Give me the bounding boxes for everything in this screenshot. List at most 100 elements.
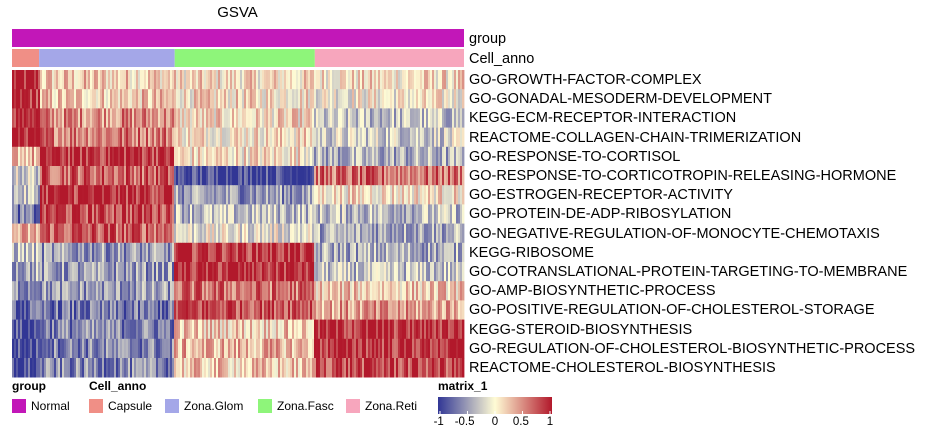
heatmap-cell xyxy=(340,127,343,148)
heatmap-cell xyxy=(166,319,169,340)
heatmap-cell xyxy=(42,146,45,167)
heatmap-cell xyxy=(354,319,357,340)
heatmap-cell xyxy=(122,223,125,244)
heatmap-cell xyxy=(86,281,89,301)
heatmap-cell xyxy=(36,300,39,320)
heatmap-cell xyxy=(424,281,427,301)
heatmap-cell xyxy=(370,242,373,263)
heatmap-cell xyxy=(204,108,207,128)
heatmap-cell xyxy=(132,166,135,186)
heatmap-cell xyxy=(436,262,439,282)
heatmap-cell xyxy=(404,223,407,244)
heatmap-cell xyxy=(366,358,369,378)
heatmap-cell xyxy=(450,338,453,359)
heatmap-cell xyxy=(250,338,253,359)
heatmap-cell xyxy=(434,242,437,263)
heatmap-cell xyxy=(186,146,189,167)
heatmap-cell xyxy=(376,89,379,109)
heatmap-cell xyxy=(186,108,189,128)
heatmap-cell xyxy=(352,262,355,282)
heatmap-cell xyxy=(132,319,135,340)
heatmap-cell xyxy=(160,166,163,186)
heatmap-cell xyxy=(452,108,455,128)
heatmap-cell xyxy=(234,319,237,340)
heatmap-cell xyxy=(302,262,305,282)
heatmap-cell xyxy=(286,281,289,301)
heatmap-cell xyxy=(98,300,101,320)
heatmap-cell xyxy=(380,108,383,128)
heatmap-cell xyxy=(242,204,245,224)
heatmap-cell xyxy=(438,185,441,205)
heatmap-cell xyxy=(386,70,389,90)
heatmap-cell xyxy=(46,223,49,244)
heatmap-cell xyxy=(124,127,127,148)
heatmap-cell xyxy=(56,338,59,359)
heatmap-cell xyxy=(254,262,257,282)
heatmap-cell xyxy=(232,319,235,340)
heatmap-cell xyxy=(154,185,157,205)
heatmap-cell xyxy=(210,146,213,167)
heatmap-cell xyxy=(428,204,431,224)
heatmap-cell xyxy=(368,242,371,263)
heatmap-cell xyxy=(172,204,175,224)
heatmap-cell xyxy=(88,242,91,263)
heatmap-cell xyxy=(428,89,431,109)
heatmap-cell xyxy=(16,108,19,128)
heatmap-cell xyxy=(146,146,149,167)
heatmap-cell xyxy=(238,204,241,224)
heatmap-cell xyxy=(214,89,217,109)
heatmap-cell xyxy=(420,242,423,263)
heatmap-cell xyxy=(168,108,171,128)
heatmap-cell xyxy=(16,204,19,224)
heatmap-cell xyxy=(428,262,431,282)
heatmap-cell xyxy=(364,358,367,378)
heatmap-cell xyxy=(92,262,95,282)
heatmap-cell xyxy=(276,127,279,148)
heatmap-cell xyxy=(378,338,381,359)
heatmap-cell xyxy=(362,204,365,224)
heatmap-cell xyxy=(320,262,323,282)
heatmap-cell xyxy=(18,338,21,359)
heatmap-cell xyxy=(220,166,223,186)
heatmap-cell xyxy=(76,185,79,205)
heatmap-cell xyxy=(12,262,15,282)
heatmap-cell xyxy=(56,70,59,90)
heatmap-cell xyxy=(208,89,211,109)
heatmap-cell xyxy=(140,146,143,167)
heatmap-cell xyxy=(14,319,17,340)
heatmap-cell xyxy=(32,262,35,282)
heatmap-cell xyxy=(422,204,425,224)
heatmap-cell xyxy=(390,223,393,244)
heatmap-cell xyxy=(280,127,283,148)
heatmap-cell xyxy=(120,146,123,167)
heatmap-cell xyxy=(126,185,129,205)
heatmap-cell xyxy=(252,281,255,301)
heatmap-cell xyxy=(150,319,153,340)
heatmap-cell xyxy=(98,127,101,148)
heatmap-cell xyxy=(282,204,285,224)
heatmap-cell xyxy=(326,223,329,244)
heatmap-cell xyxy=(398,127,401,148)
heatmap-cell xyxy=(450,281,453,301)
heatmap-cell xyxy=(100,223,103,244)
heatmap-cell xyxy=(230,223,233,244)
heatmap-cell xyxy=(364,185,367,205)
heatmap-cell xyxy=(262,338,265,359)
heatmap-cell xyxy=(424,300,427,320)
heatmap-cell xyxy=(214,204,217,224)
heatmap-cell xyxy=(320,127,323,148)
heatmap-cell xyxy=(70,146,73,167)
heatmap-cell xyxy=(212,70,215,90)
heatmap-cell xyxy=(124,300,127,320)
heatmap-cell xyxy=(254,146,257,167)
heatmap-cell xyxy=(216,166,219,186)
heatmap-cell xyxy=(366,300,369,320)
heatmap-cell xyxy=(422,108,425,128)
heatmap-cell xyxy=(264,319,267,340)
heatmap-cell xyxy=(158,146,161,167)
heatmap-cell xyxy=(108,166,111,186)
heatmap-cell xyxy=(18,89,21,109)
heatmap-cell xyxy=(394,338,397,359)
heatmap-cell xyxy=(336,166,339,186)
heatmap-cell xyxy=(20,127,23,148)
